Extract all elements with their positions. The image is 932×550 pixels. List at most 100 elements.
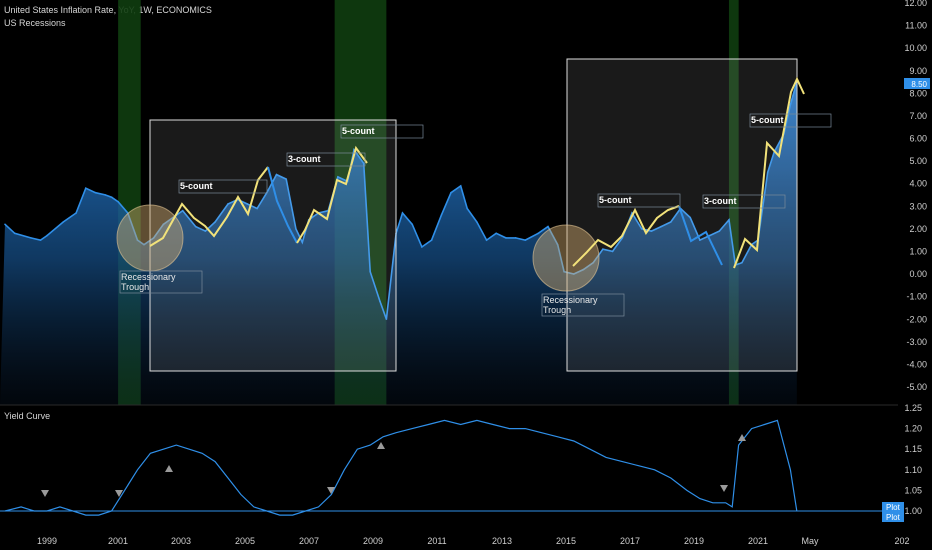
inflation-area [0, 82, 797, 405]
marker-up-2 [377, 442, 385, 449]
x-tick-label: 2007 [299, 536, 319, 546]
inflation-point [246, 203, 249, 205]
x-tick-label: 2003 [171, 536, 191, 546]
inflation-point [285, 178, 287, 180]
label-trough-2-line2: Trough [543, 305, 571, 315]
x-tick-label: 202 [894, 536, 909, 546]
inflation-point [766, 171, 769, 174]
y-tick-label: 12.00 [904, 0, 927, 8]
plot-badge-label: Plot [886, 503, 901, 512]
inflation-point [117, 200, 119, 203]
inflation-point [563, 270, 565, 273]
inflation-point [75, 212, 77, 214]
inflation-point [337, 176, 339, 178]
y-tick-label: 0.00 [909, 269, 927, 279]
inflation-point [214, 221, 216, 223]
inflation-point [440, 214, 443, 217]
marker-up-3 [738, 434, 746, 441]
inflation-point [505, 237, 507, 239]
inflation-point [537, 232, 540, 235]
label-5count-4: 5-count [751, 115, 784, 125]
recession-band-2 [728, 0, 739, 405]
trace-5count-4 [733, 76, 805, 269]
inflation-point [459, 185, 462, 187]
inflation-point [689, 216, 691, 219]
yield-curve-line [4, 419, 798, 516]
inflation-point [13, 232, 16, 235]
label-trough-1-box [119, 270, 203, 294]
inflation-point [699, 239, 701, 241]
last-value-label: 8.50 [911, 80, 927, 89]
inflation-point [524, 239, 527, 241]
inflation-point [362, 162, 365, 165]
inflation-point [301, 241, 304, 244]
label-trough-2-line1: Recessionary [543, 295, 598, 305]
x-tick-label: 2001 [108, 536, 128, 546]
inflation-point [476, 221, 478, 223]
label-trough-1-line2: Trough [121, 282, 149, 292]
inflation-point [385, 318, 388, 320]
inflation-point [660, 225, 662, 228]
inflation-point [789, 103, 792, 106]
label-5count-3: 5-count [599, 195, 632, 205]
y-tick-label: 9.00 [909, 66, 927, 76]
label-5count-2-box [340, 124, 424, 139]
x-tick-label: 2009 [363, 536, 383, 546]
marker-up-1 [165, 465, 173, 472]
x-tick-label: 1999 [37, 536, 57, 546]
y-tick-label: -1.00 [906, 292, 927, 302]
plot-badge-0 [882, 502, 904, 512]
label-5count-2: 5-count [342, 126, 375, 136]
y-tick-label: -5.00 [906, 382, 927, 392]
y-tick-label: 2.00 [909, 224, 927, 234]
y-tick-label: 5.00 [909, 156, 927, 166]
inflation-point [669, 221, 672, 223]
inflation-point [136, 239, 139, 241]
inflation-point [421, 246, 423, 248]
inflation-point [611, 250, 614, 253]
last-value-badge [904, 78, 930, 89]
x-tick-label: 2013 [492, 536, 512, 546]
inflation-point [30, 237, 32, 239]
y-tick-label: -3.00 [906, 337, 927, 347]
y-tick-label: 7.00 [909, 111, 927, 121]
inflation-point [143, 243, 145, 246]
label-5count-4-box [749, 113, 832, 128]
inflation-point [430, 239, 433, 241]
inflation-point [369, 270, 372, 273]
x-tick-label: 2005 [235, 536, 255, 546]
box-1 [149, 119, 397, 372]
y2-tick-label: 1.05 [904, 485, 922, 495]
trace-5count-1 [149, 166, 269, 247]
trace-5count-2 [296, 145, 368, 244]
inflation-point [162, 223, 165, 226]
inflation-point [466, 207, 468, 210]
x-tick-label: May [801, 536, 819, 546]
x-tick-label: 2011 [427, 536, 446, 546]
marker-down-1 [41, 490, 49, 497]
inflation-point [514, 237, 517, 239]
y2-tick-label: 1.00 [904, 506, 922, 516]
trough-circle-1 [116, 204, 184, 272]
inflation-point [495, 232, 498, 235]
y-tick-label: 3.00 [909, 201, 927, 211]
inflation-point [485, 239, 488, 241]
y2-tick-label: 1.15 [904, 444, 922, 454]
inflation-point [194, 225, 197, 228]
inflation-point [204, 230, 207, 232]
plot-badge-1 [882, 512, 904, 522]
x-tick-label: 2015 [556, 536, 576, 546]
inflation-point [104, 194, 106, 196]
inflation-point [4, 223, 6, 226]
label-5count-1: 5-count [180, 181, 213, 191]
y-tick-label: -4.00 [906, 359, 927, 369]
inflation-point [46, 234, 48, 237]
label-3count-2-box [702, 194, 786, 209]
inflation-point [275, 173, 278, 176]
label-trough-1-line1: Recessionary [121, 272, 176, 282]
y-tick-label: 11.00 [905, 21, 927, 31]
plot-badge-label: Plot [886, 513, 901, 522]
inflation-point [181, 209, 184, 212]
inflation-point [602, 248, 604, 250]
